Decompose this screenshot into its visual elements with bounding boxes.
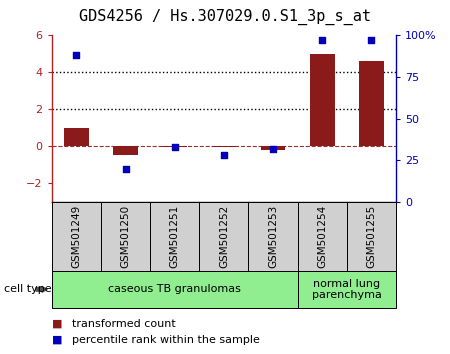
- Text: ■: ■: [52, 319, 62, 329]
- Bar: [113, 146, 138, 155]
- Point: [122, 166, 129, 171]
- Text: GSM501253: GSM501253: [268, 205, 278, 268]
- Text: GSM501254: GSM501254: [317, 205, 327, 268]
- Bar: [162, 146, 187, 147]
- Text: GSM501249: GSM501249: [72, 205, 81, 268]
- Text: transformed count: transformed count: [72, 319, 176, 329]
- Point: [220, 152, 227, 158]
- Point: [368, 38, 375, 43]
- Text: GSM501251: GSM501251: [170, 205, 180, 268]
- Text: GDS4256 / Hs.307029.0.S1_3p_s_at: GDS4256 / Hs.307029.0.S1_3p_s_at: [79, 9, 371, 25]
- Bar: [261, 146, 285, 150]
- Point: [319, 38, 326, 43]
- Text: percentile rank within the sample: percentile rank within the sample: [72, 335, 260, 345]
- Bar: [64, 128, 89, 146]
- Point: [270, 146, 277, 152]
- Bar: [212, 146, 236, 147]
- Point: [171, 144, 178, 150]
- Text: ■: ■: [52, 335, 62, 345]
- Bar: [310, 54, 334, 146]
- Text: GSM501255: GSM501255: [366, 205, 376, 268]
- Text: normal lung
parenchyma: normal lung parenchyma: [312, 279, 382, 300]
- Text: GSM501252: GSM501252: [219, 205, 229, 268]
- Text: cell type: cell type: [4, 284, 52, 295]
- Bar: [359, 61, 384, 146]
- Text: GSM501250: GSM501250: [121, 205, 130, 268]
- Point: [73, 52, 80, 58]
- Text: caseous TB granulomas: caseous TB granulomas: [108, 284, 241, 295]
